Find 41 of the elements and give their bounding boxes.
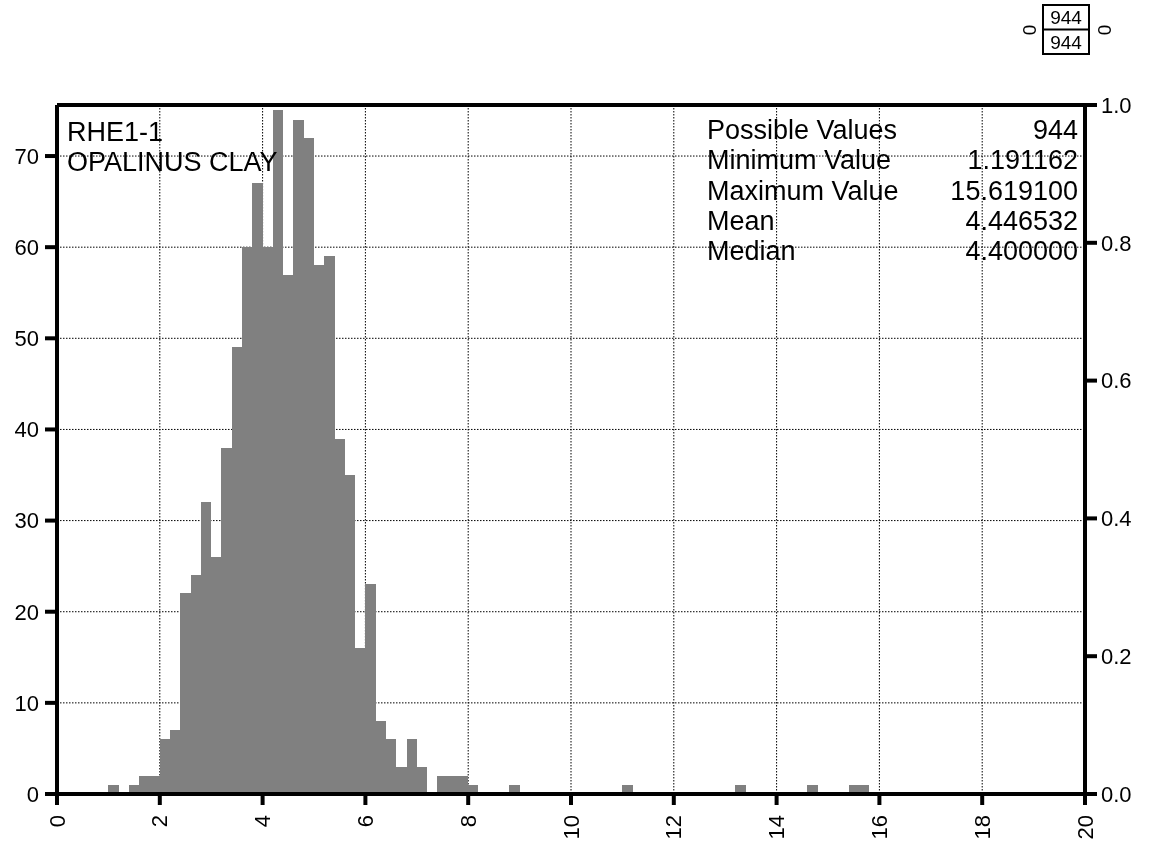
x-tick-label: 8 [455,815,481,828]
text: 944 [1049,7,1083,29]
annotation: Minimum Value [707,145,892,176]
x-tick-label: 18 [969,815,995,840]
y-tick-label: 50 [14,326,39,352]
annotation: Possible Values [707,115,898,146]
text: 0 [1019,23,1040,37]
annotation: Median [707,236,796,267]
annotation: Maximum Value [707,175,899,206]
annotation: 4.446532 [965,205,1078,237]
annotation: RHE1-1 [67,117,164,148]
text: 944 [1049,31,1083,54]
annotation: 15.619100 [950,175,1078,206]
x-tick-label: 6 [352,815,378,828]
x-tick-label: 20 [1072,815,1098,840]
x-tick-label: 2 [147,815,173,828]
x-tick-label: 14 [764,815,790,840]
y2-tick-label: 0.0 [1101,781,1132,807]
annotation: 4.400000 [965,236,1078,267]
annotation: OPALINUS CLAY [67,147,278,178]
x-tick-label: 12 [661,815,687,840]
y2-tick-label: 0.2 [1101,644,1132,670]
y-tick-label: 40 [14,417,39,443]
y-tick-label: 30 [14,508,39,534]
y-tick-label: 20 [14,599,39,625]
y-tick-label: 10 [14,690,39,716]
x-tick-label: 10 [558,815,584,840]
y2-tick-label: 0.8 [1101,230,1132,256]
x-tick-label: 4 [250,815,276,828]
text: 0 [1094,23,1115,37]
annotation: Mean [707,205,775,237]
y2-tick-label: 0.4 [1101,506,1132,532]
y-tick-label: 0 [26,781,39,807]
y2-tick-label: 0.6 [1101,368,1132,394]
y-tick-label: 60 [14,234,39,260]
y2-tick-label: 1.0 [1101,92,1132,118]
x-tick-label: 16 [866,815,892,840]
annotation: 1.191162 [967,145,1078,176]
y-tick-label: 70 [14,143,39,169]
annotation: 944 [1032,115,1078,146]
x-tick-label: 0 [44,815,70,828]
